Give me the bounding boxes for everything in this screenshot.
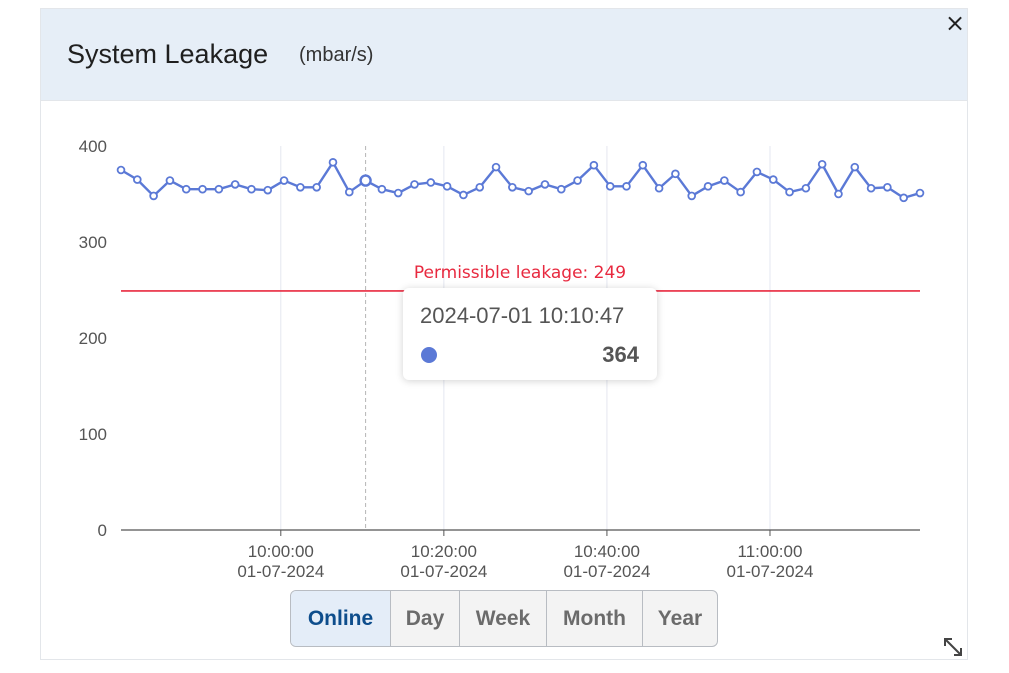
y-tick-label: 100 bbox=[79, 425, 107, 444]
chart-title: System Leakage bbox=[67, 39, 269, 69]
x-tick-label-date: 01-07-2024 bbox=[237, 562, 324, 581]
data-point bbox=[752, 167, 762, 177]
data-point bbox=[442, 182, 452, 191]
data-point bbox=[165, 176, 175, 185]
data-point bbox=[638, 160, 648, 170]
data-point bbox=[866, 183, 876, 193]
data-point bbox=[133, 175, 142, 184]
data-point bbox=[214, 184, 224, 194]
series-line bbox=[120, 161, 921, 200]
data-point bbox=[720, 176, 729, 185]
data-point bbox=[703, 182, 713, 191]
data-point bbox=[736, 187, 745, 197]
x-tick-label-date: 01-07-2024 bbox=[563, 562, 650, 581]
y-tick-label: 200 bbox=[79, 329, 107, 348]
data-point bbox=[491, 162, 501, 172]
threshold-label: Permissible leakage: 249 bbox=[414, 263, 626, 283]
data-point bbox=[671, 169, 680, 179]
x-tick-label-time: 10:20:00 bbox=[411, 542, 477, 561]
data-point bbox=[410, 180, 419, 189]
chart-panel: System Leakage (mbar/s) bbox=[40, 8, 968, 660]
data-point bbox=[279, 176, 289, 185]
series bbox=[116, 158, 925, 203]
range-button-online[interactable]: Online bbox=[291, 591, 390, 646]
data-point bbox=[768, 175, 778, 184]
data-point bbox=[801, 183, 811, 193]
chart-unit: (mbar/s) bbox=[299, 44, 374, 66]
data-point bbox=[459, 190, 468, 200]
data-point bbox=[230, 180, 240, 189]
data-point bbox=[605, 182, 615, 191]
data-point bbox=[834, 189, 843, 199]
data-point bbox=[540, 180, 550, 189]
x-tick-label-time: 10:00:00 bbox=[248, 542, 314, 561]
data-point bbox=[883, 182, 892, 192]
data-point bbox=[915, 188, 925, 198]
data-point bbox=[508, 182, 517, 192]
y-tick-label: 400 bbox=[79, 137, 107, 156]
data-point bbox=[899, 193, 908, 203]
data-point bbox=[296, 182, 305, 192]
data-point bbox=[817, 159, 827, 169]
axes: 10:00:0001-07-202410:20:0001-07-202410:4… bbox=[79, 137, 920, 581]
hover-point bbox=[359, 174, 372, 187]
series-marker-icon bbox=[421, 347, 437, 363]
y-tick-label: 0 bbox=[98, 521, 107, 540]
x-tick-label-date: 01-07-2024 bbox=[400, 562, 487, 581]
range-button-week[interactable]: Week bbox=[459, 591, 546, 646]
data-point bbox=[181, 184, 191, 194]
data-point bbox=[687, 191, 697, 201]
data-point bbox=[524, 186, 533, 196]
data-point bbox=[622, 182, 631, 191]
data-point bbox=[312, 182, 321, 192]
panel-header: System Leakage (mbar/s) bbox=[41, 9, 967, 101]
data-point bbox=[556, 184, 566, 194]
x-tick-label-time: 10:40:00 bbox=[574, 542, 640, 561]
range-button-day[interactable]: Day bbox=[390, 591, 459, 646]
hover-tooltip: 2024-07-01 10:10:47 364 bbox=[403, 288, 657, 380]
data-point bbox=[328, 158, 338, 167]
resize-icon[interactable] bbox=[942, 636, 964, 658]
data-point bbox=[198, 184, 207, 194]
tooltip-value: 364 bbox=[602, 342, 639, 367]
threshold: Permissible leakage: 249 bbox=[121, 263, 920, 292]
x-tick-label-time: 11:00:00 bbox=[738, 542, 803, 561]
data-point bbox=[393, 188, 403, 198]
time-range-selector: Online Day Week Month Year bbox=[290, 590, 718, 647]
data-point bbox=[475, 182, 485, 192]
data-point bbox=[116, 165, 126, 175]
data-point bbox=[654, 183, 664, 193]
data-point bbox=[785, 187, 794, 197]
data-point bbox=[344, 187, 354, 197]
range-button-year[interactable]: Year bbox=[642, 591, 717, 646]
data-point bbox=[149, 191, 158, 201]
data-point bbox=[247, 184, 256, 194]
data-point bbox=[377, 184, 387, 194]
data-point bbox=[426, 178, 436, 187]
data-point bbox=[850, 162, 860, 172]
tooltip-date: 2024-07-01 10:10:47 bbox=[420, 303, 625, 328]
y-tick-label: 300 bbox=[79, 233, 107, 252]
close-icon[interactable]: × bbox=[944, 9, 966, 37]
data-point bbox=[263, 185, 273, 195]
range-button-month[interactable]: Month bbox=[546, 591, 642, 646]
data-point bbox=[573, 176, 582, 185]
data-point bbox=[589, 160, 599, 170]
x-tick-label-date: 01-07-2024 bbox=[726, 562, 813, 581]
